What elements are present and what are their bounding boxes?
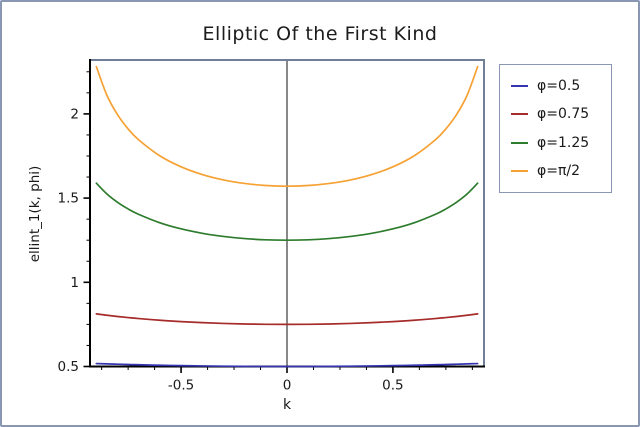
x-tick-label: 0.5: [382, 378, 403, 394]
legend-item: φ=1.25: [511, 135, 607, 151]
legend-line-swatch: [511, 113, 528, 116]
legend-item-label: φ=π/2: [537, 162, 581, 179]
x-tick-label: -0.5: [168, 378, 194, 394]
legend-item: φ=π/2: [511, 163, 607, 179]
y-tick-label: 1: [70, 275, 79, 291]
legend-line-swatch: [511, 85, 528, 88]
legend-line-swatch: [511, 141, 528, 144]
legend-item-label: φ=0.75: [537, 106, 590, 123]
legend-line-swatch: [511, 169, 528, 172]
y-axis-label: ellint_1(k, phi): [27, 165, 43, 263]
y-tick-label: 0.5: [58, 359, 79, 375]
chart-title: Elliptic Of the First Kind: [202, 23, 438, 45]
legend-item-label: φ=0.5: [537, 78, 581, 95]
legend-item: φ=0.5: [511, 78, 607, 94]
y-tick-label: 1.5: [58, 191, 79, 207]
x-tick-label: 0: [283, 378, 292, 394]
legend: φ=0.5 φ=0.75 φ=1.25 φ=π/2: [499, 64, 612, 193]
y-tick-label: 2: [70, 106, 79, 122]
legend-item-label: φ=1.25: [537, 134, 590, 151]
curve-φ=1.25: [95, 182, 479, 242]
curve-φ=0.75: [95, 313, 479, 326]
legend-item: φ=0.75: [511, 106, 607, 122]
x-axis-label: k: [282, 397, 292, 413]
curve-φ=π/2: [95, 65, 479, 188]
curve-φ=0.5: [95, 362, 479, 368]
